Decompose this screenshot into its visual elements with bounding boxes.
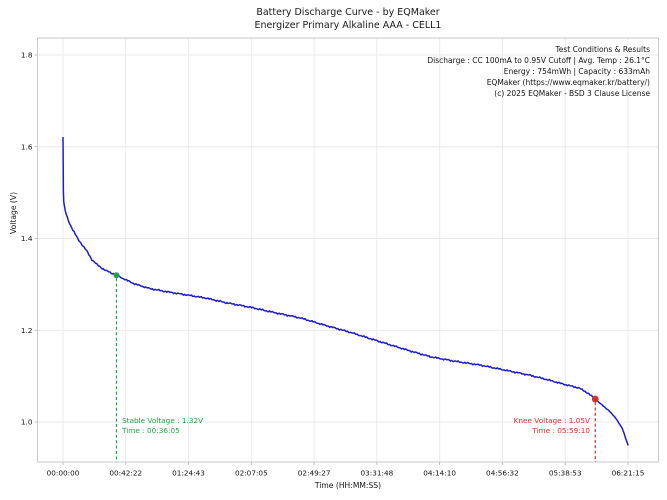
stable-time-label: Time : 00:36:05 <box>122 426 180 435</box>
knee-voltage-annotation: Knee Voltage : 1.05V Time : 05:59:10 <box>514 416 590 436</box>
y-tick-label: 1.0 <box>21 418 33 427</box>
x-axis-label: Time (HH:MM:SS) <box>314 481 382 490</box>
plot-border <box>37 37 659 463</box>
info-line-url: EQMaker (https://www.eqmaker.kr/battery/… <box>486 78 650 87</box>
y-axis-label: Voltage (V) <box>9 191 18 234</box>
stable-voltage-label: Stable Voltage : 1.32V <box>122 416 204 425</box>
x-tick-label: 00:42:22 <box>109 469 142 478</box>
x-tick-label: 04:56:32 <box>486 469 519 478</box>
x-tick-label: 04:14:10 <box>423 469 456 478</box>
knee-time-label: Time : 05:59:10 <box>532 426 590 435</box>
discharge-curve <box>62 136 629 446</box>
y-tick-label: 1.8 <box>21 51 33 60</box>
knee-point-marker <box>591 395 599 403</box>
x-tick-label: 06:21:15 <box>612 469 645 478</box>
x-tick-label: 01:24:43 <box>172 469 205 478</box>
knee-voltage-label: Knee Voltage : 1.05V <box>513 416 590 425</box>
stable-voltage-annotation: Stable Voltage : 1.32V Time : 00:36:05 <box>122 416 203 436</box>
x-tick-label: 02:49:27 <box>298 469 331 478</box>
x-tick-label: 03:31:48 <box>360 469 393 478</box>
chart-subtitle: Energizer Primary Alkaline AAA - CELL1 <box>254 19 442 31</box>
test-conditions-box: Test Conditions & Results Discharge : CC… <box>427 44 650 99</box>
y-tick-label: 1.6 <box>21 142 33 151</box>
chart-title-block: Battery Discharge Curve - by EQMaker Ene… <box>37 7 659 32</box>
info-line-header: Test Conditions & Results <box>555 45 650 54</box>
info-line-discharge: Discharge : CC 100mA to 0.95V Cutoff | A… <box>427 56 650 65</box>
info-line-energy: Energy : 754mWh | Capacity : 633mAh <box>503 67 650 76</box>
info-line-license: (c) 2025 EQMaker - BSD 3 Clause License <box>494 89 650 98</box>
y-tick-label: 1.4 <box>21 234 33 243</box>
y-tick-label: 1.2 <box>21 326 33 335</box>
x-tick-label: 05:38:53 <box>549 469 582 478</box>
stable-point-marker <box>113 272 120 279</box>
chart-title: Battery Discharge Curve - by EQMaker <box>256 7 440 18</box>
x-tick-label: 02:07:05 <box>235 469 268 478</box>
x-tick-label: 00:00:00 <box>47 469 80 478</box>
